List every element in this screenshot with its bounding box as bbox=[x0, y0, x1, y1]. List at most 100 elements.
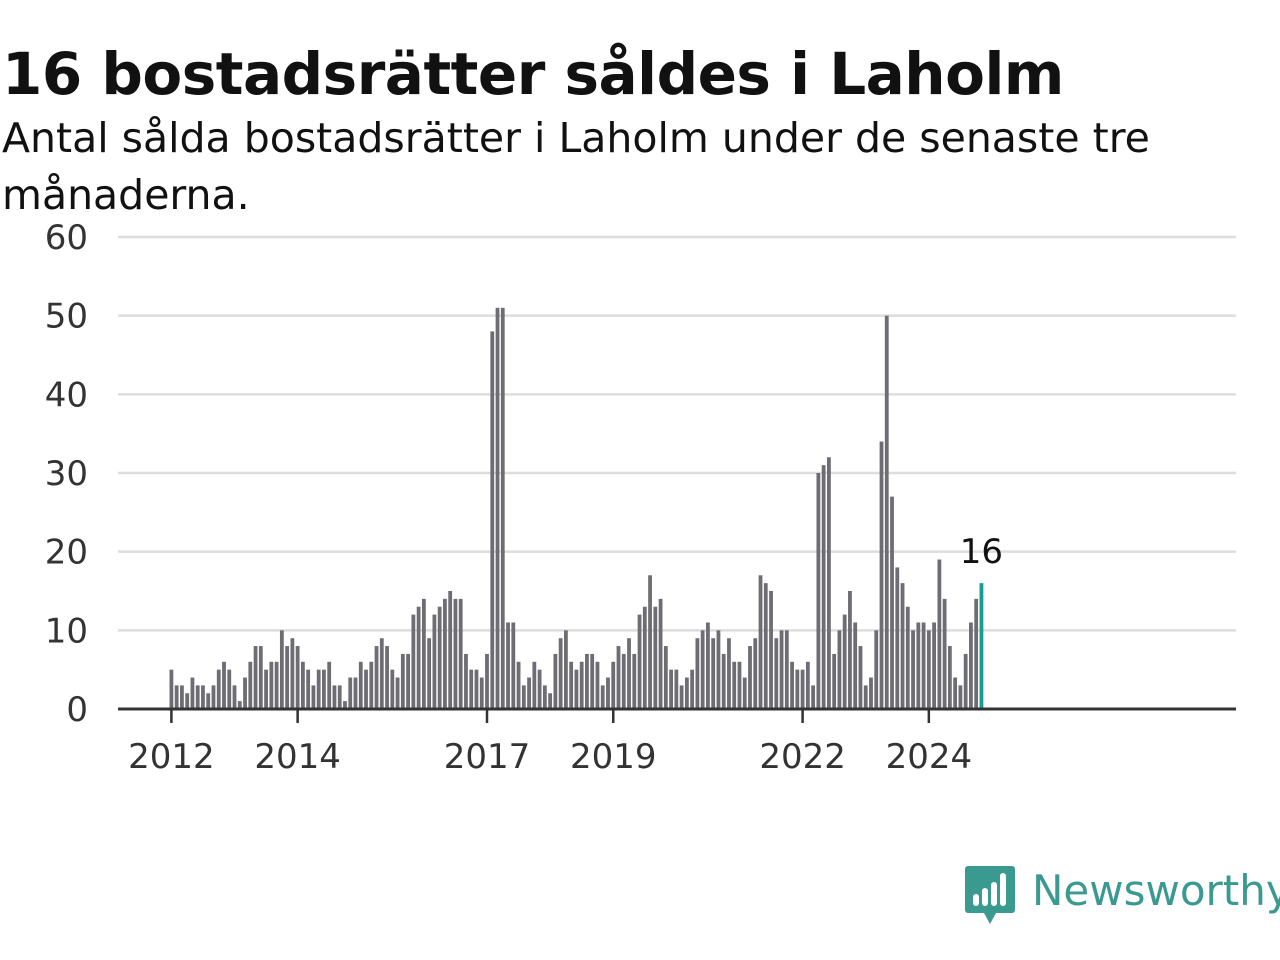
bar bbox=[232, 685, 237, 709]
bar bbox=[947, 646, 952, 709]
bar bbox=[669, 669, 673, 709]
y-tick-label: 20 bbox=[45, 533, 88, 573]
bar bbox=[790, 661, 794, 709]
bar bbox=[421, 598, 426, 709]
bar bbox=[848, 591, 852, 709]
bar bbox=[716, 630, 721, 709]
bar bbox=[632, 653, 637, 709]
bar bbox=[779, 630, 784, 709]
bar bbox=[385, 646, 389, 709]
bar bbox=[495, 307, 500, 709]
bar bbox=[195, 685, 200, 709]
bar bbox=[648, 575, 652, 709]
bar bbox=[253, 646, 258, 709]
bar bbox=[937, 559, 942, 709]
bar bbox=[616, 646, 621, 709]
bar bbox=[748, 646, 752, 709]
gridlines bbox=[118, 235, 1236, 632]
bar bbox=[548, 693, 553, 709]
bar bbox=[516, 661, 521, 709]
bar bbox=[884, 315, 889, 709]
bar bbox=[258, 646, 263, 709]
bar bbox=[900, 583, 905, 709]
bar bbox=[821, 465, 826, 709]
bar bbox=[521, 685, 526, 709]
highlight-value-label: 16 bbox=[960, 532, 1003, 572]
bar bbox=[795, 669, 800, 709]
bar bbox=[700, 630, 705, 709]
bar bbox=[805, 661, 810, 709]
newsworthy-logo-icon bbox=[965, 866, 1015, 924]
x-tick-label: 2022 bbox=[759, 737, 846, 777]
bar bbox=[243, 677, 247, 709]
bar bbox=[490, 331, 495, 709]
bar bbox=[500, 307, 505, 709]
bar bbox=[485, 653, 489, 709]
bar bbox=[827, 457, 831, 709]
bar bbox=[316, 669, 321, 709]
bar bbox=[264, 669, 268, 709]
bar bbox=[816, 473, 821, 709]
bar bbox=[600, 685, 605, 709]
bar bbox=[858, 646, 863, 709]
bar bbox=[390, 669, 395, 709]
bar bbox=[348, 677, 353, 709]
brand-name: Newsworthy bbox=[1032, 866, 1280, 915]
bar bbox=[537, 669, 542, 709]
bar bbox=[895, 567, 900, 709]
bar bbox=[279, 630, 284, 709]
bar bbox=[737, 661, 742, 709]
bar bbox=[663, 646, 668, 709]
bar bbox=[942, 598, 947, 709]
bar bbox=[579, 661, 584, 709]
bar bbox=[642, 606, 647, 709]
bar bbox=[185, 693, 190, 709]
bar bbox=[732, 661, 737, 709]
bar bbox=[774, 638, 779, 709]
bar bbox=[869, 677, 873, 709]
bar bbox=[180, 685, 184, 709]
bar bbox=[890, 496, 894, 709]
bar bbox=[369, 661, 374, 709]
bar bbox=[758, 575, 763, 709]
bar bbox=[585, 653, 589, 709]
bar bbox=[921, 622, 926, 709]
y-tick-label: 50 bbox=[45, 297, 88, 337]
chart-title: 16 bostadsrätter såldes i Laholm bbox=[2, 40, 1064, 108]
bar bbox=[637, 614, 642, 709]
x-tick-label: 2017 bbox=[444, 737, 531, 777]
bar bbox=[411, 614, 416, 709]
bar bbox=[932, 622, 936, 709]
bar bbox=[301, 661, 305, 709]
bar bbox=[784, 630, 789, 709]
bar bbox=[222, 661, 226, 709]
bar bbox=[611, 661, 616, 709]
bar bbox=[432, 614, 437, 709]
bar bbox=[958, 685, 963, 709]
bar bbox=[606, 677, 610, 709]
bar bbox=[274, 661, 279, 709]
bar bbox=[395, 677, 400, 709]
bar bbox=[285, 646, 290, 709]
y-axis-ticks: 0 10 20 30 40 50 60 bbox=[45, 218, 88, 730]
bar bbox=[216, 669, 221, 709]
bar bbox=[453, 598, 458, 709]
bar bbox=[332, 685, 337, 709]
x-tick-label: 2019 bbox=[570, 737, 657, 777]
x-tick-label: 2012 bbox=[128, 737, 215, 777]
bar bbox=[800, 669, 805, 709]
bar bbox=[953, 677, 958, 709]
bar bbox=[400, 653, 405, 709]
bar bbox=[569, 661, 574, 709]
bar bbox=[443, 598, 447, 709]
bar bbox=[358, 661, 363, 709]
bar bbox=[674, 669, 679, 709]
bar bbox=[506, 622, 510, 709]
bar bbox=[295, 646, 300, 709]
bar bbox=[374, 646, 379, 709]
bar bbox=[679, 685, 684, 709]
bar bbox=[684, 677, 689, 709]
bar bbox=[558, 638, 563, 709]
bar bbox=[658, 598, 663, 709]
bar bbox=[237, 701, 242, 709]
